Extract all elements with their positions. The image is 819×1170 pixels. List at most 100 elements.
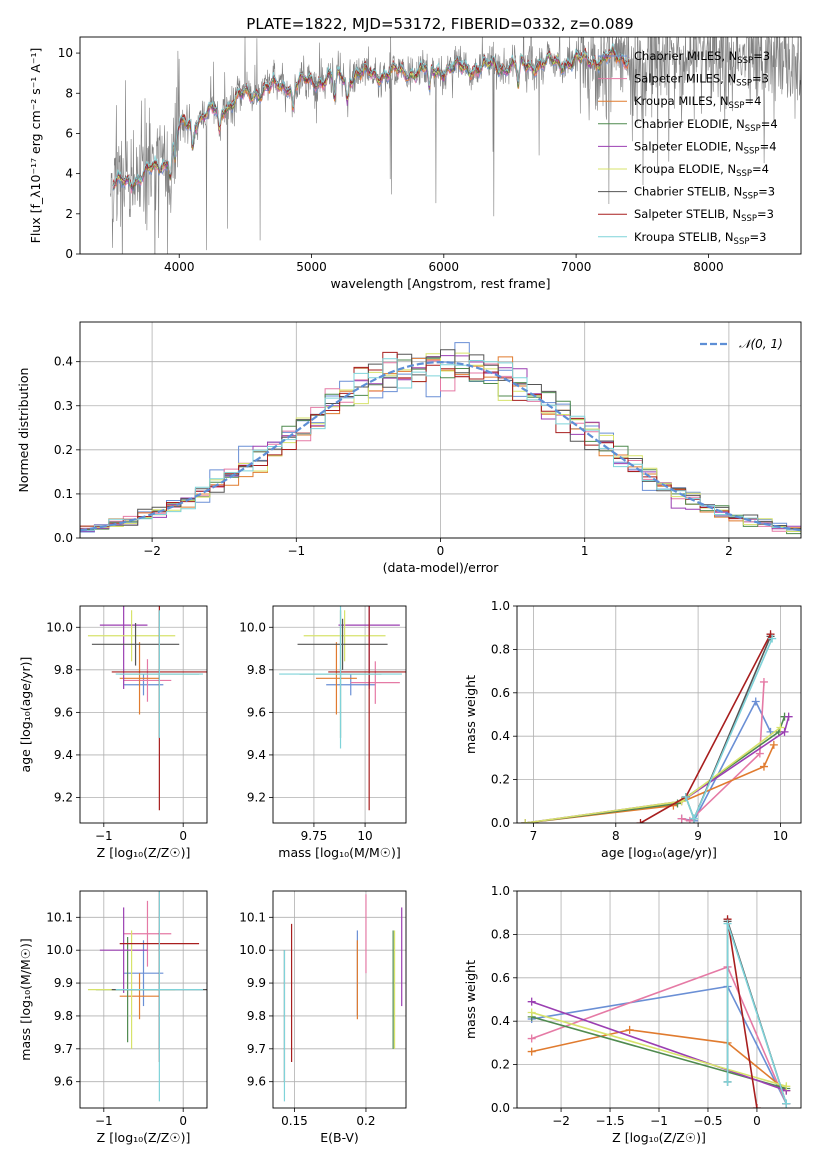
legend-label-base: Salpeter STELIB, N bbox=[634, 207, 741, 221]
legend-label-sub: SSP bbox=[737, 56, 753, 66]
legend-label-chabrier-stelib: Chabrier STELIB, NSSP=3 bbox=[634, 185, 775, 202]
weight-marker-kroupa-miles bbox=[527, 1047, 536, 1056]
x-tick-label: 0.15 bbox=[281, 1114, 308, 1128]
weight-marker-salpeter-stelib bbox=[766, 630, 775, 639]
legend-label-tail: =3 bbox=[752, 72, 769, 86]
y-axis-label: age [log₁₀(age/yr)] bbox=[18, 657, 33, 773]
weight-marker-kroupa-elodie bbox=[776, 723, 785, 732]
weight-line-salpeter-elodie bbox=[531, 1000, 787, 1092]
y-tick-label: 9.9 bbox=[247, 976, 266, 990]
x-tick-label: 9 bbox=[694, 829, 702, 843]
y-tick-label: 0.4 bbox=[54, 355, 73, 369]
axes-frame bbox=[272, 605, 407, 824]
axes-frame bbox=[516, 890, 802, 1109]
y-tick-label: 0.2 bbox=[491, 773, 510, 787]
legend-label-sub: SSP bbox=[736, 169, 752, 179]
x-axis-label: Z [log₁₀(Z/Z☉)] bbox=[612, 1130, 706, 1145]
x-tick-label: −2 bbox=[143, 544, 161, 558]
axes-frame bbox=[272, 890, 407, 1109]
y-tick-label: 0.1 bbox=[54, 487, 73, 501]
x-tick-label: −1 bbox=[95, 829, 113, 843]
y-tick-label: 2 bbox=[65, 207, 73, 221]
legend-label-kroupa-stelib: Kroupa STELIB, NSSP=3 bbox=[634, 230, 766, 247]
figure-title: PLATE=1822, MJD=53172, FIBERID=0332, z=0… bbox=[246, 15, 633, 33]
y-tick-label: 0.0 bbox=[491, 816, 510, 830]
x-axis-label: mass [log₁₀(M/M☉)] bbox=[278, 845, 400, 860]
y-tick-label: 1.0 bbox=[491, 599, 510, 613]
weight-marker-kroupa-stelib bbox=[681, 792, 690, 801]
weight-marker-kroupa-stelib bbox=[723, 919, 732, 928]
plot-area-age-vs-Z bbox=[87, 606, 207, 811]
legend-label-sub: SSP bbox=[744, 146, 760, 156]
weight-marker-salpeter-miles bbox=[527, 1034, 536, 1043]
weight-marker-kroupa-elodie bbox=[521, 819, 530, 823]
legend-label-base: Chabrier STELIB, N bbox=[634, 185, 742, 199]
weight-marker-kroupa-stelib bbox=[689, 814, 698, 823]
y-tick-label: 9.9 bbox=[54, 976, 73, 990]
plot-area-mass-vs-Z bbox=[87, 891, 207, 1102]
plot-area-weight-vs-Z bbox=[527, 915, 791, 1108]
weight-line-salpeter-stelib bbox=[726, 919, 758, 1108]
axes-frame bbox=[79, 36, 802, 255]
weight-marker-kroupa-elodie bbox=[527, 1008, 536, 1017]
axes-frame bbox=[79, 890, 208, 1109]
legend-label-sub: SSP bbox=[741, 214, 757, 224]
y-tick-label: 9.4 bbox=[54, 748, 73, 762]
weight-marker-salpeter-miles bbox=[677, 814, 686, 823]
x-axis-label: E(B-V) bbox=[320, 1130, 359, 1145]
y-tick-label: 0 bbox=[65, 247, 73, 261]
y-axis-label: Normed distribution bbox=[16, 368, 31, 493]
legend-label-sub: SSP bbox=[729, 101, 745, 111]
y-axis-label: mass [log₁₀(M/M☉)] bbox=[18, 938, 33, 1060]
legend-label-tail: =3 bbox=[757, 207, 774, 221]
x-tick-label: 5000 bbox=[296, 260, 327, 274]
y-tick-label: 0.6 bbox=[491, 686, 510, 700]
legend-label-tail: =3 bbox=[749, 230, 766, 244]
weight-marker-salpeter-miles bbox=[685, 816, 694, 823]
y-tick-label: 10.1 bbox=[239, 910, 266, 924]
y-axis-label: mass weight bbox=[463, 675, 478, 754]
legend-label-salpeter-elodie: Salpeter ELODIE, NSSP=4 bbox=[634, 139, 777, 156]
plot-area-residuals bbox=[80, 342, 801, 538]
model-spectrum-kroupa-stelib bbox=[112, 42, 630, 187]
panel-weight-vs-Z: −2 −1.5 −1 −0.5 0 0.0 0.2 0.4 0.6 0.8 1.0 Z [log₁₀(… bbox=[463, 884, 802, 1145]
y-tick-label: 9.8 bbox=[247, 1009, 266, 1023]
y-tick-label: 9.8 bbox=[54, 663, 73, 677]
x-tick-label: 8 bbox=[612, 829, 620, 843]
weight-marker-salpeter-elodie bbox=[784, 712, 793, 721]
y-tick-label: 0.4 bbox=[491, 729, 510, 743]
legend-label-salpeter-miles: Salpeter MILES, NSSP=3 bbox=[634, 72, 769, 89]
x-axis-label: wavelength [Angstrom, rest frame] bbox=[330, 276, 550, 291]
y-tick-label: 1.0 bbox=[491, 884, 510, 898]
panel-mass-vs-EBV: 0.15 0.2 9.6 9.7 9.8 9.9 10.0 10.1 E(B-V) bbox=[239, 890, 407, 1145]
y-tick-label: 0.6 bbox=[491, 971, 510, 985]
plot-area-spectrum bbox=[110, 37, 801, 254]
plot-area-weight-vs-age bbox=[521, 630, 793, 823]
legend-label-base: Kroupa ELODIE, N bbox=[634, 162, 736, 176]
legend-label-normal: 𝒩(0, 1) bbox=[739, 337, 783, 351]
x-tick-label: 4000 bbox=[164, 260, 195, 274]
weight-marker-salpeter-elodie bbox=[527, 997, 536, 1006]
weight-line-salpeter-miles bbox=[681, 681, 765, 822]
legend-label-base: Chabrier MILES, N bbox=[634, 49, 737, 63]
panel-weight-vs-age: 7 8 9 10 0.0 0.2 0.4 0.6 0.8 1.0 age [log₁₀(age/yr… bbox=[463, 599, 802, 860]
legend-label-kroupa-elodie: Kroupa ELODIE, NSSP=4 bbox=[634, 162, 769, 179]
x-tick-label: 6000 bbox=[429, 260, 460, 274]
x-tick-label: 0.2 bbox=[356, 1114, 375, 1128]
y-tick-label: 9.8 bbox=[247, 663, 266, 677]
weight-marker-chabrier-miles bbox=[751, 697, 760, 706]
x-tick-label: 0 bbox=[437, 544, 445, 558]
x-tick-label: −2 bbox=[552, 1114, 570, 1128]
y-tick-label: 10.0 bbox=[239, 620, 266, 634]
y-tick-label: 10.1 bbox=[46, 910, 73, 924]
legend-label-tail: =3 bbox=[753, 49, 770, 63]
weight-line-kroupa-miles bbox=[531, 1029, 787, 1092]
y-tick-label: 4 bbox=[65, 167, 73, 181]
plot-area-mass-vs-EBV bbox=[283, 894, 403, 1102]
y-tick-label: 9.7 bbox=[247, 1042, 266, 1056]
legend-label-sub: SSP bbox=[742, 192, 758, 202]
x-tick-label: 10 bbox=[773, 829, 788, 843]
y-tick-label: 0.2 bbox=[54, 443, 73, 457]
y-tick-label: 0.3 bbox=[54, 399, 73, 413]
x-tick-label: 0 bbox=[179, 829, 187, 843]
